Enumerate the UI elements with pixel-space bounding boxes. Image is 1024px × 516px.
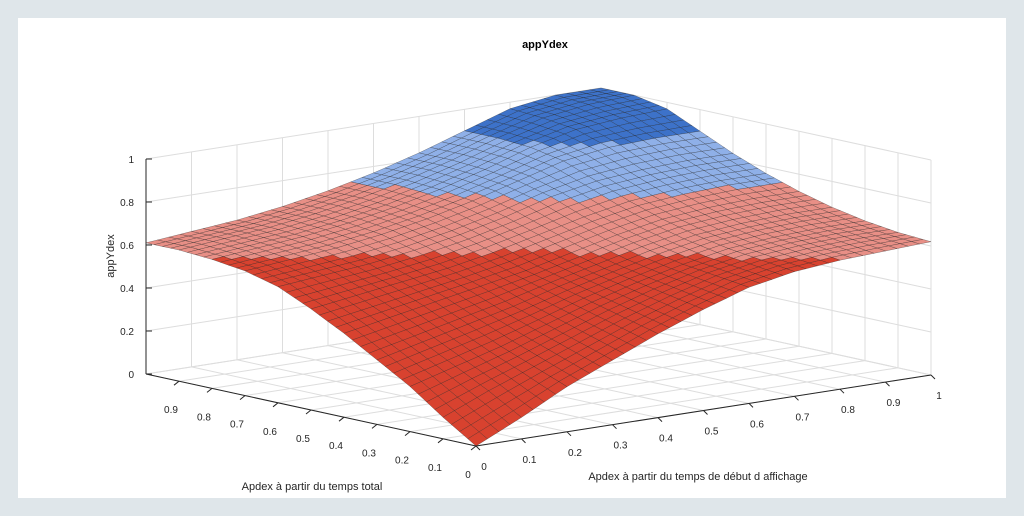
grid-line: [442, 367, 899, 440]
y-tick-mark: [470, 445, 477, 451]
y-tick-label: 0: [465, 470, 471, 481]
x-tick-label: 0.4: [659, 434, 673, 445]
y-tick-mark: [404, 431, 411, 436]
z-tick-label: 0.2: [120, 327, 134, 338]
y-tick-mark: [206, 388, 213, 393]
x-tick-mark: [748, 403, 754, 408]
y-tick-label: 0.8: [197, 412, 211, 423]
y-tick-mark: [173, 380, 180, 386]
x-axis-label: Apdex à partir du temps de début d affic…: [588, 471, 807, 483]
surface-patch: [467, 431, 488, 447]
x-tick-label: 0.5: [705, 427, 719, 438]
y-tick-mark: [371, 424, 378, 429]
y-axis-label: Apdex à partir du temps total: [242, 481, 383, 493]
x-tick-mark: [475, 445, 481, 451]
y-tick-label: 0.9: [164, 405, 178, 416]
y-tick-label: 0.7: [230, 420, 244, 431]
y-tick-mark: [272, 402, 279, 408]
z-tick-label: 0.4: [120, 284, 134, 295]
x-tick-mark: [930, 374, 936, 380]
z-tick-label: 0.6: [120, 241, 134, 252]
x-tick-mark: [521, 438, 526, 444]
x-tick-mark: [839, 388, 845, 394]
z-tick-label: 0: [128, 370, 134, 381]
y-tick-label: 0.1: [428, 463, 442, 474]
y-tick-label: 0.5: [296, 434, 310, 445]
x-tick-label: 0.1: [523, 455, 537, 466]
y-tick-label: 0.3: [362, 448, 376, 459]
x-tick-mark: [703, 410, 708, 415]
tick-labels: 0 0.2 0.4 0.6 0.8 1 0 0.1 0.2 0.3 0.4 0.5 0.6 0.7 0.8 0…: [120, 155, 942, 481]
x-tick-label: 0.6: [750, 419, 764, 430]
x-tick-mark: [794, 395, 799, 401]
x-tick-mark: [566, 431, 572, 437]
x-tick-mark: [885, 381, 890, 387]
y-tick-mark: [338, 416, 345, 422]
z-tick-label: 1: [128, 155, 134, 166]
axes: [145, 158, 936, 451]
x-tick-mark: [657, 417, 663, 422]
x-tick-label: 0.7: [796, 412, 810, 423]
x-tick-label: 0: [481, 462, 487, 473]
surface-plot: 0 0.2 0.4 0.6 0.8 1 0 0.1 0.2 0.3 0.4 0.5 0.6 0.7 0.8 0…: [105, 39, 942, 493]
z-tick-label: 0.8: [120, 198, 134, 209]
chart-title: appYdex: [522, 39, 569, 51]
x-tick-label: 0.2: [568, 448, 582, 459]
x-tick-label: 0.9: [887, 398, 901, 409]
y-tick-label: 0.4: [329, 441, 343, 452]
x-tick-label: 0.8: [841, 405, 855, 416]
y-tick-label: 0.6: [263, 427, 277, 438]
x-tick-mark: [612, 424, 617, 430]
x-tick-label: 0.3: [614, 441, 628, 452]
x-tick-label: 1: [936, 391, 942, 402]
figure-canvas: 0 0.2 0.4 0.6 0.8 1 0 0.1 0.2 0.3 0.4 0.5 0.6 0.7 0.8 0…: [18, 18, 1006, 498]
y-tick-label: 0.2: [395, 456, 409, 467]
y-tick-mark: [305, 409, 312, 415]
surface-mesh: [145, 87, 932, 447]
z-axis-label: appYdex: [105, 234, 117, 278]
y-tick-mark: [239, 395, 246, 400]
y-tick-mark: [437, 438, 444, 444]
